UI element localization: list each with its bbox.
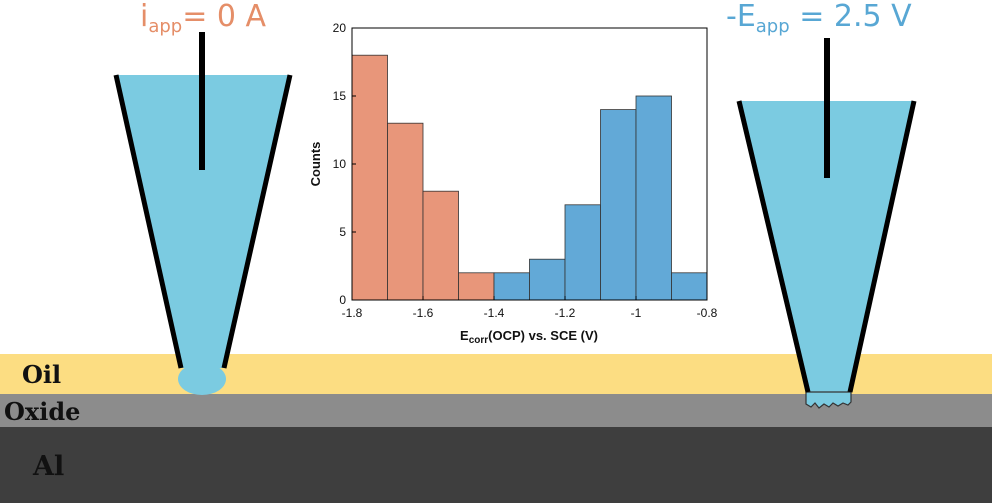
x-axis-label-subscript: corr — [469, 335, 489, 346]
x-tick-label: -1.2 — [555, 306, 576, 320]
histogram-bar — [529, 258, 566, 301]
histogram-bar — [564, 204, 601, 301]
y-tick-label: 15 — [333, 89, 347, 103]
right-pipette-wall-left — [736, 100, 811, 393]
corrosion-pit — [805, 391, 852, 409]
corrosion-potential-histogram: -1.8 -1.6 -1.4 -1.2 -1 -0.8 0 5 10 15 20 Counts Ec… — [308, 21, 718, 346]
x-axis-label-rest: (OCP) vs. SCE (V) — [488, 328, 598, 343]
y-tick-label: 0 — [339, 293, 346, 307]
x-axis-label: Ecorr(OCP) vs. SCE (V) — [460, 328, 598, 346]
applied-current-subscript: app — [148, 16, 183, 37]
right-pipette-wall-right — [847, 100, 917, 393]
y-axis-label: Counts — [308, 142, 323, 187]
x-axis-label-main: E — [460, 328, 469, 343]
chart-plot-frame — [351, 27, 708, 301]
left-pipette-liquid — [117, 75, 289, 368]
histogram-bar — [600, 109, 637, 301]
histogram-bar — [493, 272, 530, 301]
x-tick-label: -1.4 — [484, 306, 505, 320]
aluminum-layer — [0, 427, 992, 503]
left-pipette-wall-left — [113, 74, 184, 369]
left-pipette-tip — [113, 32, 293, 395]
histogram-bar — [671, 272, 708, 301]
applied-potential-value: = 2.5 V — [789, 0, 912, 34]
right-pipette-tip — [736, 38, 917, 409]
left-pipette-wall-right — [221, 74, 293, 369]
right-pipette-liquid — [740, 101, 913, 394]
applied-potential-symbol: -E — [726, 0, 756, 34]
x-tick-label: -0.8 — [697, 306, 718, 320]
aluminum-label: Al — [33, 451, 65, 482]
histogram-bars — [351, 54, 708, 301]
x-tick-label: -1 — [631, 306, 642, 320]
histogram-bar — [422, 190, 459, 301]
histogram-bar — [387, 122, 424, 301]
applied-potential-subscript: app — [755, 16, 790, 37]
y-tick-label: 10 — [333, 157, 347, 171]
histogram-bar — [635, 95, 672, 301]
applied-current-label: iapp= 0 A — [140, 2, 266, 42]
y-tick-label: 20 — [333, 21, 347, 35]
y-tick-label: 5 — [339, 225, 346, 239]
left-droplet — [178, 363, 226, 395]
applied-current-value: = 0 A — [182, 0, 267, 34]
x-tick-label: -1.8 — [342, 306, 363, 320]
oxide-label: Oxide — [4, 397, 81, 426]
histogram-bar — [351, 54, 388, 301]
oil-label: Oil — [22, 360, 62, 389]
applied-current-symbol: i — [140, 0, 149, 34]
histogram-bar — [458, 272, 495, 301]
x-tick-label: -1.6 — [413, 306, 434, 320]
applied-potential-label: -Eapp = 2.5 V — [726, 2, 912, 42]
axis-ticks: -1.8 -1.6 -1.4 -1.2 -1 -0.8 0 5 10 15 20 — [333, 21, 718, 320]
